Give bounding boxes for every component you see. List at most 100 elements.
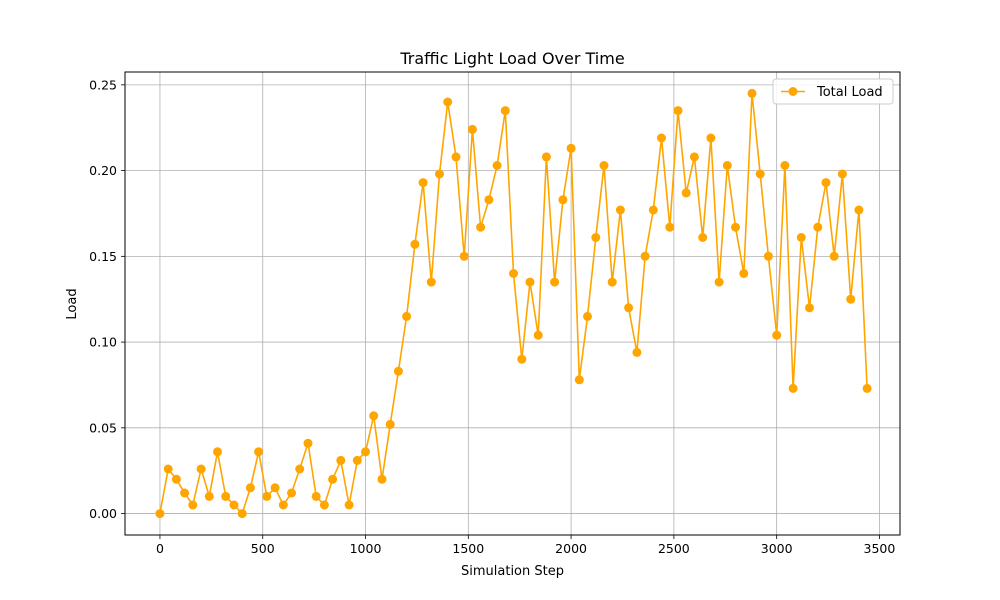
data-point: [303, 438, 313, 448]
data-point: [213, 447, 222, 457]
legend-label: Total Load: [816, 85, 883, 100]
data-point: [237, 509, 247, 519]
data-point: [541, 152, 551, 162]
data-point: [229, 500, 239, 510]
data-point: [829, 251, 839, 261]
data-point: [755, 169, 765, 179]
data-point: [476, 222, 486, 232]
data-point: [583, 311, 592, 321]
data-point: [772, 330, 782, 340]
data-point: [747, 88, 757, 98]
data-point: [509, 269, 518, 278]
x-tick-label: 0: [156, 541, 164, 556]
data-point: [369, 411, 379, 421]
data-point: [731, 222, 740, 232]
data-point: [689, 152, 699, 162]
data-point: [377, 474, 387, 484]
y-tick-label: 0.00: [89, 506, 117, 521]
data-point: [171, 474, 181, 484]
data-point: [517, 354, 527, 364]
data-point: [402, 311, 412, 321]
data-point: [805, 303, 814, 313]
data-point: [821, 178, 831, 188]
data-point: [196, 464, 206, 474]
data-point: [722, 161, 732, 170]
data-point: [278, 500, 288, 510]
data-point: [813, 222, 823, 232]
data-point: [443, 97, 453, 107]
data-point: [188, 500, 198, 510]
data-point: [295, 464, 305, 474]
data-point: [763, 251, 773, 261]
legend-box: [772, 78, 894, 105]
data-point: [204, 491, 214, 501]
plot-frame: [124, 71, 901, 536]
data-point: [270, 483, 280, 493]
data-point: [221, 491, 231, 501]
data-point: [361, 447, 370, 457]
data-point: [533, 330, 543, 340]
x-tick-label: 1000: [350, 541, 382, 556]
data-point: [410, 239, 420, 249]
data-point: [484, 195, 494, 205]
data-point: [788, 383, 798, 393]
chart-title: Traffic Light Load Over Time: [399, 49, 624, 68]
data-point: [837, 169, 847, 179]
data-point: [352, 455, 362, 465]
y-tick-label: 0.10: [89, 335, 117, 350]
data-point: [648, 205, 658, 215]
data-point: [393, 366, 403, 376]
data-point: [245, 483, 255, 493]
data-point: [500, 106, 510, 116]
data-point: [426, 277, 436, 287]
data-point: [566, 143, 576, 153]
data-point: [780, 161, 790, 170]
data-point: [665, 222, 675, 232]
data-point: [657, 133, 666, 143]
y-tick-label: 0.05: [89, 420, 117, 435]
data-point: [640, 251, 650, 261]
x-tick-label: 1500: [452, 541, 484, 556]
legend-marker-swatch: [788, 87, 798, 96]
axis-ticks: 0 500 1000 1500 2000 2500 3000 3500 0.00 0.05 0.10…: [89, 77, 895, 556]
data-point: [854, 205, 864, 215]
data-point: [796, 233, 806, 242]
data-point: [706, 133, 716, 143]
series-layer: [155, 88, 872, 519]
data-point: [180, 488, 190, 498]
data-point: [163, 464, 173, 474]
legend: Total Load: [772, 78, 894, 105]
data-point: [739, 269, 749, 278]
x-tick-label: 2000: [555, 541, 587, 556]
data-point: [451, 152, 461, 162]
data-point: [599, 161, 609, 170]
data-point: [681, 188, 691, 198]
data-point: [262, 491, 272, 501]
data-point: [435, 169, 444, 179]
data-point: [846, 294, 856, 304]
data-point: [558, 195, 568, 205]
data-point: [607, 277, 617, 287]
y-tick-label: 0.15: [89, 249, 117, 264]
data-point: [574, 375, 584, 385]
y-tick-label: 0.25: [89, 77, 117, 92]
data-point: [698, 233, 708, 242]
x-tick-label: 500: [251, 541, 275, 556]
data-point: [862, 383, 872, 393]
data-point: [155, 509, 165, 519]
data-point: [632, 347, 642, 357]
data-point: [328, 474, 338, 484]
y-axis-label: Load: [65, 288, 80, 319]
data-point: [624, 303, 634, 313]
data-point: [254, 447, 264, 457]
data-point: [459, 251, 469, 261]
data-point: [344, 500, 354, 510]
data-point: [673, 106, 683, 116]
data-point: [714, 277, 724, 287]
data-point: [336, 455, 346, 465]
grid: [125, 72, 900, 535]
data-point: [525, 277, 535, 287]
data-point: [591, 233, 601, 242]
